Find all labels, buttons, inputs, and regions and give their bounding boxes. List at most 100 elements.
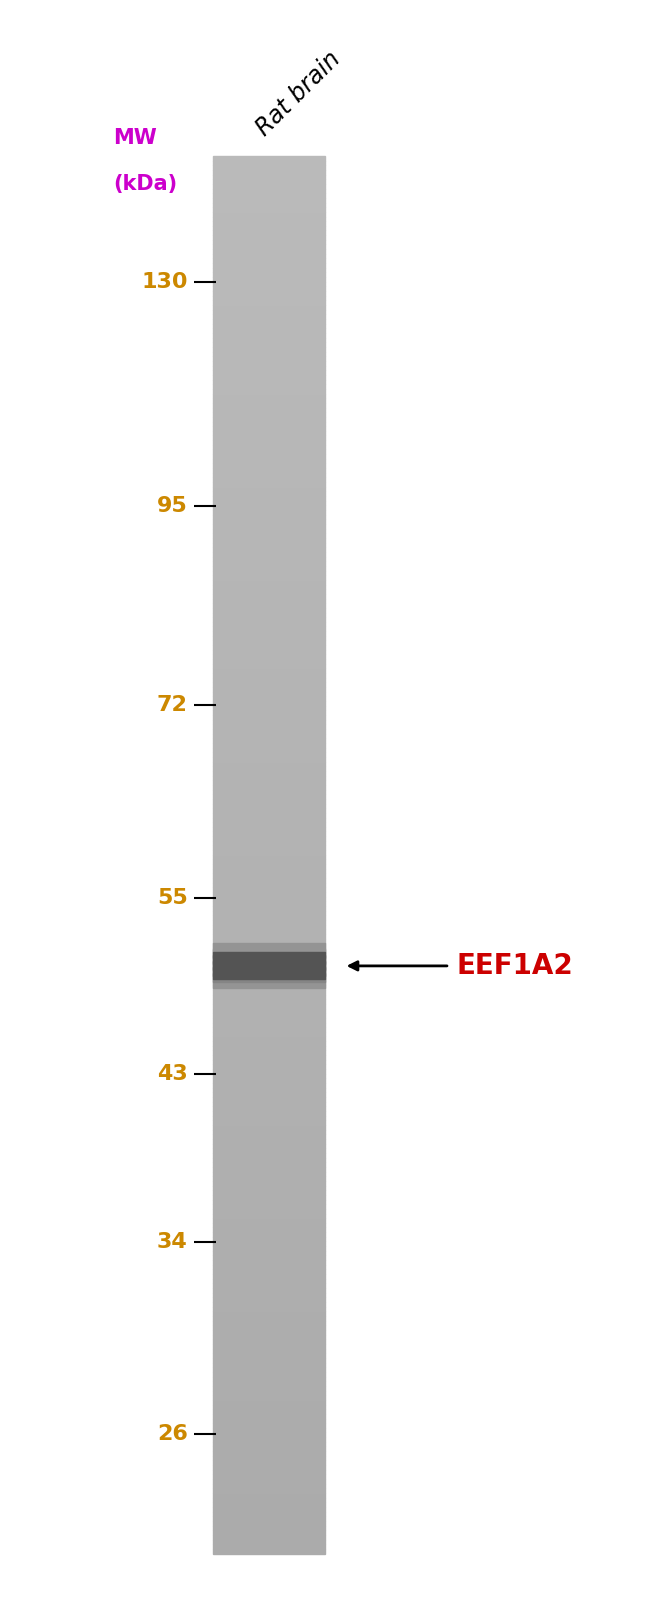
Bar [213,877,325,882]
Bar [213,1382,325,1387]
Bar [213,276,325,281]
Bar [213,1288,325,1293]
Bar [213,1246,325,1251]
Bar [213,882,325,887]
Bar [213,1474,325,1479]
Bar [213,968,325,976]
Bar [213,840,325,845]
Bar [213,701,325,706]
Bar [213,803,325,808]
Bar [213,939,325,944]
Bar [213,347,325,352]
Bar [213,459,325,464]
Bar [213,202,325,207]
Bar [213,1157,325,1162]
Bar [213,1432,325,1437]
Bar [213,1535,325,1540]
Bar [213,865,325,869]
Bar [213,398,325,402]
Bar [213,519,325,524]
Bar [213,528,325,533]
Bar [213,412,325,417]
Bar [213,924,325,929]
Bar [213,1521,325,1526]
Bar [213,561,325,566]
Bar [213,696,325,701]
Bar [213,254,325,259]
Bar [213,761,325,766]
Bar [213,640,325,645]
Bar [213,832,325,835]
Bar [213,1372,325,1377]
Bar [213,1050,325,1055]
Bar [213,1340,325,1345]
Bar [213,743,325,748]
Bar [213,790,325,793]
Bar [213,1311,325,1315]
Bar [213,454,325,459]
Bar [213,1144,325,1149]
Bar [213,580,325,585]
Bar [213,1390,325,1395]
Bar [213,734,325,739]
Bar [213,748,325,753]
Bar [213,776,325,781]
Bar [213,1307,325,1311]
Bar [213,1214,325,1218]
Bar [213,1466,325,1471]
Bar [213,976,325,981]
Bar [213,449,325,454]
Bar [213,1130,325,1134]
Bar [213,603,325,608]
Bar [213,427,325,431]
Bar [213,1241,325,1246]
Bar [213,501,325,506]
Bar [213,1330,325,1335]
Bar [213,1404,325,1409]
Bar [213,1218,325,1223]
Bar [213,1260,325,1265]
Bar [213,514,325,519]
Bar [213,724,325,729]
Bar [213,617,325,622]
Bar [213,175,325,179]
Bar [213,259,325,263]
Text: 43: 43 [157,1063,188,1084]
Bar [213,482,325,486]
Bar [213,962,325,970]
Text: 34: 34 [157,1231,188,1252]
Bar [213,389,325,394]
Bar [213,365,325,370]
Bar [213,217,325,221]
Bar [213,1471,325,1474]
Bar [213,706,325,711]
Bar [213,1236,325,1241]
Bar [213,338,325,343]
Bar [213,1028,325,1033]
Bar [213,887,325,892]
Bar [213,435,325,440]
Bar [213,249,325,254]
Bar [213,207,325,212]
Bar [213,375,325,380]
Bar [213,813,325,818]
Bar [213,632,325,635]
Bar [213,1461,325,1466]
Bar [213,692,325,696]
Bar [213,622,325,627]
Bar [213,934,325,939]
Bar [213,1345,325,1349]
Bar [213,440,325,444]
Bar [213,328,325,333]
Bar [213,595,325,598]
Bar [213,305,325,310]
Bar [213,1251,325,1256]
Bar [213,1088,325,1092]
Bar [213,486,325,491]
Bar [213,1545,325,1550]
Bar [213,511,325,514]
Bar [213,957,325,962]
Bar [213,1231,325,1236]
Bar [213,496,325,501]
Bar [213,949,325,958]
